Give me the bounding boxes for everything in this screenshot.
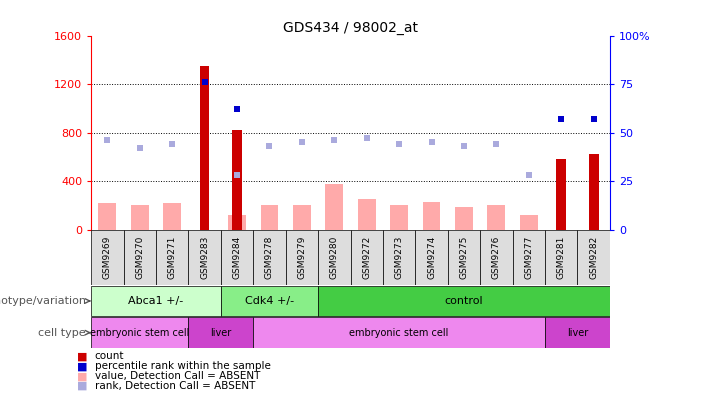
Bar [589, 154, 599, 230]
Text: GSM9270: GSM9270 [135, 236, 144, 279]
Bar [390, 206, 408, 230]
Text: GSM9278: GSM9278 [265, 236, 274, 279]
Text: embryonic stem cell: embryonic stem cell [349, 327, 449, 338]
Bar [156, 230, 189, 285]
Bar [350, 230, 383, 285]
Bar [163, 203, 181, 230]
Text: GSM9281: GSM9281 [557, 236, 566, 279]
Text: ■: ■ [77, 371, 88, 381]
Text: count: count [95, 351, 124, 362]
Text: GSM9272: GSM9272 [362, 236, 372, 279]
Text: ■: ■ [77, 361, 88, 371]
Text: Cdk4 +/-: Cdk4 +/- [245, 296, 294, 306]
Bar [189, 230, 221, 285]
Bar [318, 286, 610, 316]
Text: cell type: cell type [39, 327, 90, 338]
Bar [318, 230, 350, 285]
Bar [545, 230, 578, 285]
Bar [232, 130, 242, 230]
Bar [98, 203, 116, 230]
Text: Abca1 +/-: Abca1 +/- [128, 296, 184, 306]
Text: embryonic stem cell: embryonic stem cell [90, 327, 189, 338]
Text: percentile rank within the sample: percentile rank within the sample [95, 361, 271, 371]
Text: GSM9284: GSM9284 [233, 236, 242, 279]
Bar [448, 230, 480, 285]
Bar [557, 159, 566, 230]
Bar [325, 184, 343, 230]
Bar [520, 215, 538, 230]
Text: GSM9276: GSM9276 [492, 236, 501, 279]
Bar [228, 215, 246, 230]
Bar [293, 206, 311, 230]
Bar [415, 230, 448, 285]
Text: GSM9279: GSM9279 [297, 236, 306, 279]
Bar [91, 318, 189, 348]
Text: GSM9282: GSM9282 [589, 236, 598, 279]
Bar [261, 206, 278, 230]
Bar [383, 230, 415, 285]
Bar [91, 230, 123, 285]
Text: GSM9271: GSM9271 [168, 236, 177, 279]
Text: liver: liver [210, 327, 231, 338]
Bar [253, 318, 545, 348]
Text: GSM9274: GSM9274 [427, 236, 436, 279]
Bar [545, 318, 610, 348]
Bar [131, 206, 149, 230]
Bar [91, 286, 221, 316]
Text: GSM9277: GSM9277 [524, 236, 533, 279]
Text: control: control [444, 296, 483, 306]
Text: ■: ■ [77, 351, 88, 362]
Bar [455, 207, 473, 230]
Text: GSM9269: GSM9269 [103, 236, 112, 279]
Bar [221, 286, 318, 316]
Bar [253, 230, 286, 285]
Text: GSM9273: GSM9273 [395, 236, 404, 279]
Bar [423, 202, 440, 230]
Text: genotype/variation: genotype/variation [0, 296, 90, 306]
Bar [189, 318, 253, 348]
Text: rank, Detection Call = ABSENT: rank, Detection Call = ABSENT [95, 381, 255, 391]
Text: GSM9280: GSM9280 [329, 236, 339, 279]
Text: value, Detection Call = ABSENT: value, Detection Call = ABSENT [95, 371, 260, 381]
Title: GDS434 / 98002_at: GDS434 / 98002_at [283, 21, 418, 34]
Text: GSM9283: GSM9283 [200, 236, 209, 279]
Bar [480, 230, 512, 285]
Text: ■: ■ [77, 381, 88, 391]
Bar [578, 230, 610, 285]
Bar [358, 199, 376, 230]
Bar [487, 206, 505, 230]
Bar [200, 66, 210, 230]
Bar [221, 230, 253, 285]
Bar [512, 230, 545, 285]
Text: GSM9275: GSM9275 [459, 236, 468, 279]
Bar [286, 230, 318, 285]
Text: liver: liver [567, 327, 588, 338]
Bar [123, 230, 156, 285]
